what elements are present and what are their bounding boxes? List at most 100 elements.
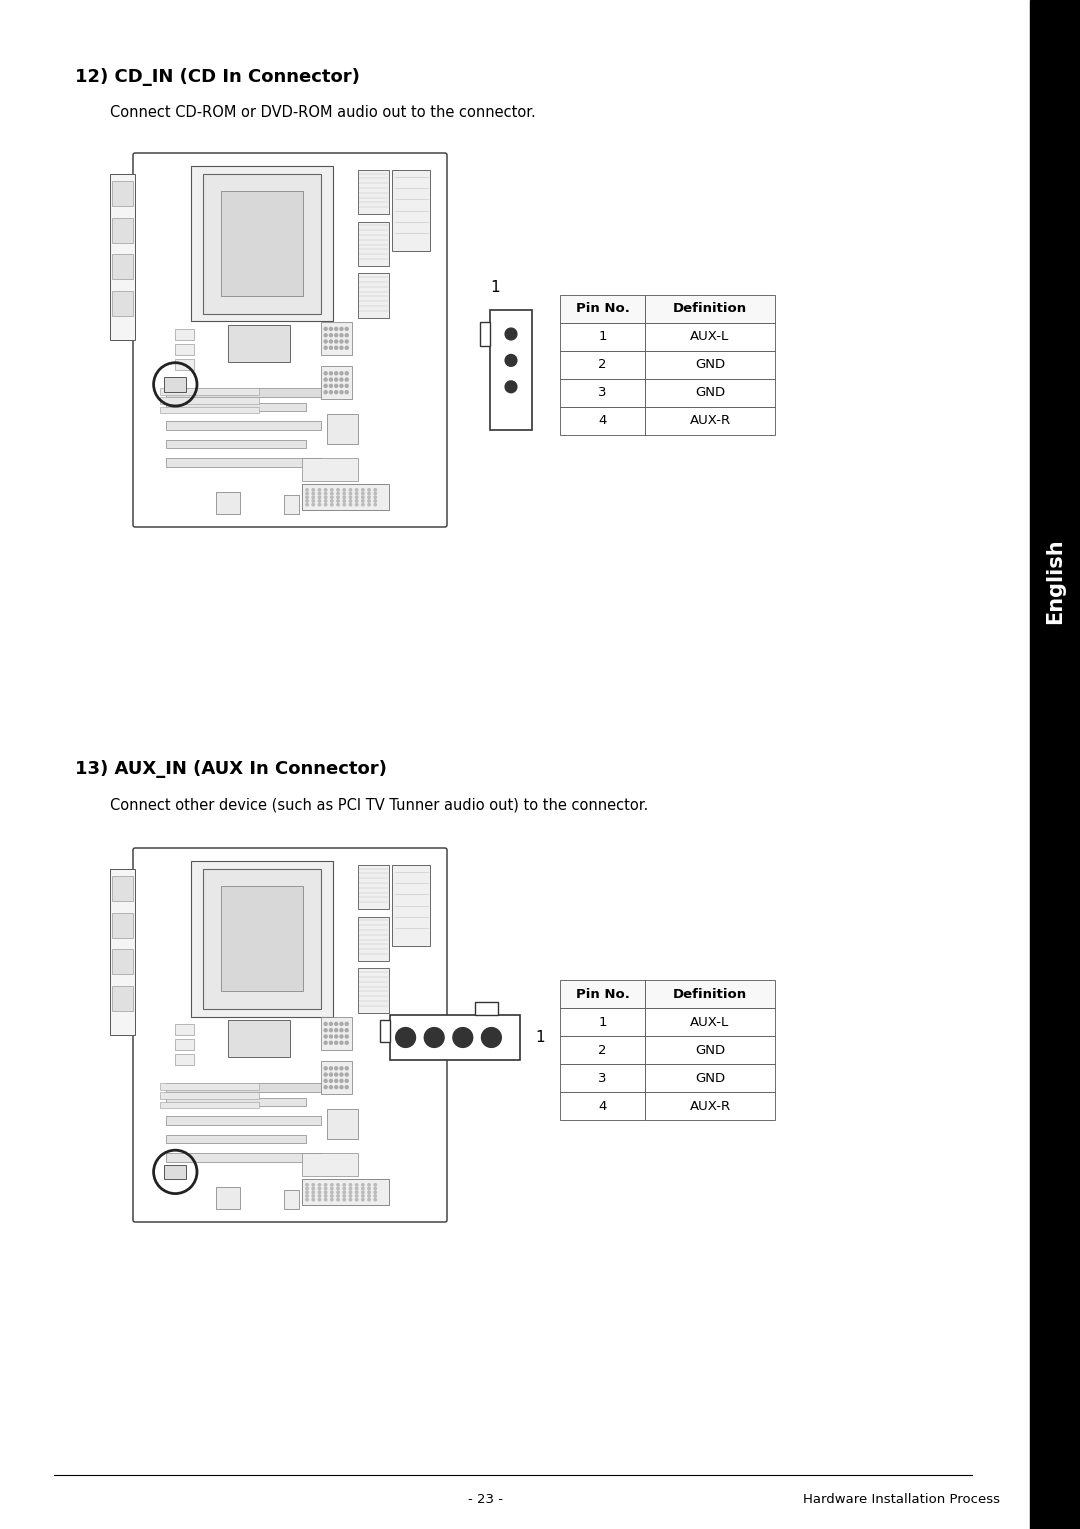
Text: GND: GND [694, 387, 725, 399]
Text: 4: 4 [598, 414, 607, 428]
Bar [112, 217, 133, 243]
Circle shape [335, 339, 338, 342]
Text: GND: GND [694, 358, 725, 372]
Circle shape [362, 492, 364, 495]
Circle shape [349, 495, 352, 498]
Circle shape [335, 1073, 338, 1076]
Circle shape [424, 1027, 444, 1047]
Circle shape [330, 500, 333, 502]
Circle shape [306, 495, 308, 498]
Circle shape [330, 1188, 333, 1190]
Circle shape [340, 384, 343, 387]
Circle shape [349, 489, 352, 491]
Circle shape [340, 1067, 343, 1070]
Circle shape [362, 503, 364, 506]
Circle shape [349, 500, 352, 502]
Bar [645, 980, 775, 1008]
Circle shape [306, 1194, 308, 1197]
Circle shape [368, 1194, 370, 1197]
Bar [359, 968, 389, 1012]
Circle shape [324, 372, 327, 375]
Text: 1: 1 [598, 1015, 607, 1029]
Circle shape [362, 1188, 364, 1190]
Bar [327, 414, 359, 443]
Bar [112, 950, 133, 974]
Bar [112, 291, 133, 317]
Text: 3: 3 [598, 387, 607, 399]
Circle shape [329, 1029, 333, 1032]
Text: AUX-R: AUX-R [689, 414, 730, 428]
Circle shape [306, 500, 308, 502]
Circle shape [330, 1183, 333, 1187]
Circle shape [330, 1199, 333, 1200]
Circle shape [362, 489, 364, 491]
Text: AUX-L: AUX-L [690, 330, 730, 344]
Bar [160, 398, 259, 404]
Circle shape [337, 489, 339, 491]
Circle shape [329, 1067, 333, 1070]
Bar [561, 980, 645, 1008]
Circle shape [329, 384, 333, 387]
Circle shape [330, 1194, 333, 1197]
Circle shape [312, 492, 314, 495]
Bar [112, 986, 133, 1011]
Text: GND: GND [694, 1043, 725, 1057]
Circle shape [312, 1194, 314, 1197]
Circle shape [374, 1194, 377, 1197]
Text: 3: 3 [598, 1072, 607, 1084]
Bar [474, 1001, 498, 1015]
Circle shape [306, 489, 308, 491]
Bar [175, 1038, 194, 1050]
Circle shape [346, 346, 348, 349]
Circle shape [374, 495, 377, 498]
Circle shape [330, 495, 333, 498]
Circle shape [330, 489, 333, 491]
Circle shape [337, 1191, 339, 1194]
Text: Connect CD-ROM or DVD-ROM audio out to the connector.: Connect CD-ROM or DVD-ROM audio out to t… [110, 106, 536, 119]
Circle shape [319, 492, 321, 495]
Circle shape [346, 333, 348, 336]
Circle shape [335, 1086, 338, 1089]
Circle shape [343, 1199, 346, 1200]
Bar [166, 1083, 321, 1092]
Bar [164, 378, 186, 391]
Bar [175, 344, 194, 355]
Circle shape [335, 1067, 338, 1070]
Circle shape [395, 1027, 416, 1047]
Bar [561, 1008, 645, 1037]
Text: Pin No.: Pin No. [576, 303, 630, 315]
Circle shape [482, 1027, 501, 1047]
Circle shape [324, 1023, 327, 1026]
Circle shape [306, 503, 308, 506]
Bar [561, 295, 645, 323]
Bar [561, 1064, 645, 1092]
Circle shape [368, 1188, 370, 1190]
Circle shape [340, 1073, 343, 1076]
Bar [228, 1020, 291, 1057]
Circle shape [368, 489, 370, 491]
Circle shape [329, 372, 333, 375]
Circle shape [312, 500, 314, 502]
Bar [166, 1153, 321, 1162]
Circle shape [329, 333, 333, 336]
Bar [175, 1053, 194, 1064]
Bar [302, 1153, 359, 1176]
Bar [645, 352, 775, 379]
Text: Pin No.: Pin No. [576, 988, 630, 1000]
Circle shape [306, 1188, 308, 1190]
Bar [561, 323, 645, 352]
Circle shape [335, 384, 338, 387]
Bar [284, 495, 299, 514]
Circle shape [355, 500, 357, 502]
Circle shape [324, 339, 327, 342]
Circle shape [329, 1073, 333, 1076]
Circle shape [374, 1191, 377, 1194]
Circle shape [335, 1035, 338, 1038]
Bar [164, 1165, 186, 1179]
Circle shape [346, 391, 348, 393]
Text: AUX-L: AUX-L [690, 1015, 730, 1029]
Circle shape [312, 503, 314, 506]
Bar [160, 1083, 259, 1090]
Circle shape [337, 492, 339, 495]
Bar [221, 887, 303, 991]
